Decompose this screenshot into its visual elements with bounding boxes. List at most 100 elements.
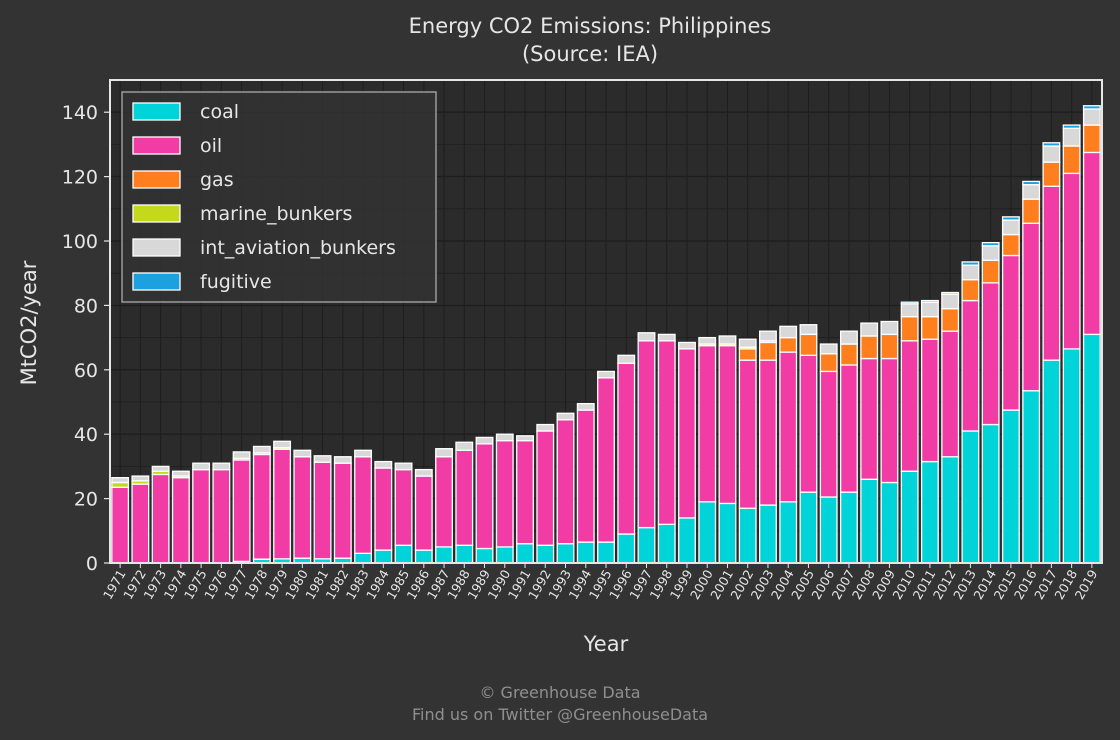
bar-oil-2011 — [920, 338, 939, 463]
bar-gas-2013 — [961, 278, 980, 302]
bar-int_aviation_bunkers-1982 — [333, 456, 352, 464]
legend-label-fugitive: fugitive — [200, 271, 272, 293]
y-tick-label: 120 — [62, 167, 98, 189]
bar-int_aviation_bunkers-2003 — [759, 330, 777, 342]
bar-gas-2017 — [1042, 161, 1061, 187]
y-tick-label: 0 — [86, 553, 98, 575]
bar-int_aviation_bunkers-1980 — [293, 449, 312, 458]
bar-coal-2013 — [961, 430, 980, 564]
bar-int_aviation_bunkers-1989 — [475, 436, 494, 445]
bar-coal-2002 — [738, 507, 757, 564]
bar-oil-2018 — [1062, 172, 1081, 350]
bar-gas-2009 — [880, 333, 899, 360]
bar-int_aviation_bunkers-1991 — [516, 435, 534, 442]
bar-int_aviation_bunkers-1985 — [394, 462, 413, 471]
legend-box — [121, 91, 437, 303]
bar-coal-2011 — [920, 460, 939, 564]
bar-oil-2012 — [941, 330, 960, 458]
bar-int_aviation_bunkers-2007 — [839, 330, 858, 345]
bar-int_aviation_bunkers-1977 — [232, 451, 251, 460]
bar-int_aviation_bunkers-1986 — [414, 468, 433, 477]
bar-coal-1990 — [495, 546, 514, 564]
bar-int_aviation_bunkers-1973 — [151, 465, 170, 472]
bar-coal-2018 — [1062, 348, 1081, 564]
bar-gas-2018 — [1062, 145, 1081, 175]
bar-int_aviation_bunkers-2013 — [961, 264, 980, 281]
y-tick-label: 40 — [74, 424, 98, 446]
bar-int_aviation_bunkers-2000 — [698, 336, 717, 345]
bar-coal-1994 — [576, 541, 595, 564]
bar-int_aviation_bunkers-2001 — [718, 335, 737, 345]
bar-oil-1988 — [455, 449, 474, 546]
bar-int_aviation_bunkers-2009 — [880, 320, 899, 336]
bar-coal-1997 — [637, 526, 656, 564]
bar-coal-1993 — [556, 543, 575, 564]
bar-int_aviation_bunkers-1971 — [111, 477, 130, 484]
chart-title: Energy CO2 Emissions: Philippines — [409, 14, 772, 38]
bar-oil-2005 — [799, 354, 818, 493]
x-axis-label: Year — [583, 632, 629, 656]
bar-oil-1995 — [597, 377, 615, 543]
bar-gas-2004 — [779, 336, 798, 353]
bar-gas-2006 — [819, 353, 838, 373]
bar-int_aviation_bunkers-2015 — [1001, 219, 1020, 236]
bar-gas-2015 — [1001, 233, 1020, 257]
bar-coal-1998 — [657, 523, 676, 564]
bar-fugitive-2019 — [1082, 105, 1101, 110]
bar-int_aviation_bunkers-2017 — [1042, 145, 1061, 163]
bar-coal-1995 — [597, 541, 615, 564]
bar-oil-2001 — [718, 344, 737, 505]
bar-fugitive-2011 — [920, 299, 939, 303]
bar-oil-2013 — [961, 299, 980, 432]
bar-oil-1974 — [171, 477, 190, 564]
bar-int_aviation_bunkers-2019 — [1082, 108, 1101, 126]
bar-gas-2010 — [900, 316, 919, 342]
bar-coal-1987 — [435, 546, 453, 564]
bar-gas-2012 — [941, 307, 960, 332]
bar-int_aviation_bunkers-1978 — [252, 445, 271, 454]
bar-int_aviation_bunkers-1981 — [313, 455, 332, 463]
bar-int_aviation_bunkers-1976 — [212, 462, 231, 471]
bar-oil-1976 — [212, 468, 231, 564]
bar-int_aviation_bunkers-2004 — [779, 325, 798, 339]
bar-coal-2015 — [1001, 409, 1020, 564]
bar-gas-2003 — [759, 341, 777, 361]
bar-coal-2017 — [1042, 359, 1061, 564]
legend-swatch-coal — [132, 102, 181, 121]
bar-int_aviation_bunkers-1998 — [657, 333, 676, 342]
bar-oil-1981 — [313, 461, 332, 560]
bar-gas-2002 — [738, 348, 757, 361]
bar-oil-1978 — [252, 453, 271, 560]
legend-swatch-fugitive — [132, 272, 181, 291]
bar-int_aviation_bunkers-2016 — [1022, 183, 1041, 200]
bar-int_aviation_bunkers-1983 — [354, 449, 373, 458]
bar-oil-1994 — [576, 409, 595, 543]
bar-int_aviation_bunkers-2014 — [981, 245, 1000, 261]
bar-oil-1999 — [678, 348, 696, 519]
bar-fugitive-2016 — [1022, 180, 1041, 186]
bar-oil-2004 — [779, 351, 798, 503]
credit-line-1: © Greenhouse Data — [479, 683, 641, 702]
bar-oil-2016 — [1022, 222, 1041, 392]
bar-int_aviation_bunkers-1974 — [171, 470, 190, 477]
bar-coal-2001 — [718, 502, 737, 564]
bar-int_aviation_bunkers-1979 — [273, 440, 292, 449]
bar-coal-2006 — [819, 496, 838, 564]
bar-int_aviation_bunkers-1997 — [637, 332, 656, 342]
bar-int_aviation_bunkers-1999 — [678, 341, 696, 350]
legend-swatch-oil — [132, 136, 181, 155]
bar-oil-2017 — [1042, 185, 1061, 361]
bar-oil-1983 — [354, 456, 373, 554]
bar-coal-1999 — [678, 517, 696, 564]
bar-int_aviation_bunkers-1975 — [192, 462, 211, 471]
bar-oil-2009 — [880, 357, 899, 484]
bar-coal-2019 — [1082, 333, 1101, 564]
bar-oil-2015 — [1001, 254, 1020, 411]
bar-coal-1991 — [516, 543, 534, 564]
bar-oil-1971 — [111, 486, 130, 564]
bar-coal-2009 — [880, 481, 899, 564]
y-tick-label: 80 — [74, 295, 98, 317]
bar-coal-2007 — [839, 491, 858, 564]
bar-int_aviation_bunkers-1995 — [597, 370, 615, 379]
